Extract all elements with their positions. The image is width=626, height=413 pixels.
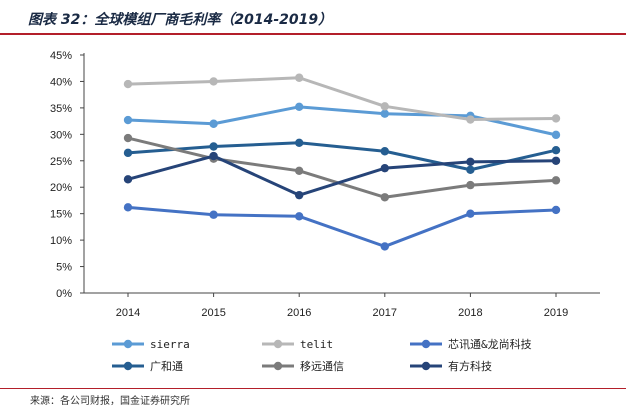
series-line-有方科技 [127, 154, 557, 197]
data-point [209, 151, 218, 161]
x-tick-label: 2014 [116, 307, 140, 319]
series-line-telit [127, 76, 557, 122]
y-tick-label: 40% [50, 76, 72, 88]
data-point [295, 102, 304, 112]
data-point [380, 147, 389, 156]
data-point [551, 114, 561, 123]
series-line-sierra [127, 105, 557, 137]
series-line-芯讯通&龙尚科技 [127, 205, 557, 248]
data-point [466, 157, 475, 167]
data-point [466, 180, 475, 190]
data-point [209, 142, 218, 151]
legend-swatch-marker [123, 339, 133, 349]
data-point [380, 102, 389, 111]
legend-label: 移远通信 [300, 360, 344, 373]
data-point [380, 163, 389, 173]
series-line-广和通 [127, 141, 557, 172]
y-tick-label: 35% [50, 103, 72, 115]
data-point [551, 130, 561, 140]
title-divider [0, 33, 626, 35]
data-point [123, 175, 133, 184]
data-point [295, 166, 304, 176]
legend-label: 广和通 [150, 360, 183, 373]
x-tick-label: 2017 [373, 307, 397, 319]
series-line-移远通信 [127, 136, 557, 199]
chart-series [123, 73, 561, 251]
legend-swatch-marker [273, 361, 283, 371]
y-tick-label: 15% [50, 209, 72, 221]
data-point [295, 212, 304, 221]
data-point [380, 109, 389, 118]
data-point [209, 119, 218, 128]
data-point [551, 156, 561, 165]
data-point [123, 133, 133, 143]
data-point [295, 190, 304, 200]
legend-swatch-marker [273, 339, 283, 349]
y-tick-label: 45% [50, 50, 72, 62]
y-tick-label: 30% [50, 129, 72, 141]
data-point [295, 138, 304, 147]
data-point [380, 193, 389, 202]
data-point [209, 77, 218, 86]
data-point [466, 209, 475, 218]
legend-label: 有方科技 [448, 359, 492, 373]
legend-swatch-marker [421, 339, 431, 349]
y-tick-label: 25% [50, 156, 72, 168]
x-tick-label: 2016 [287, 307, 311, 319]
legend-label: 芯讯通&龙尚科技 [448, 337, 532, 351]
legend-label: telit [300, 338, 333, 351]
y-tick-label: 10% [50, 235, 72, 247]
y-tick-label: 0% [56, 288, 72, 300]
data-point [551, 205, 561, 215]
y-tick-label: 20% [50, 182, 72, 194]
data-point [209, 210, 218, 219]
legend-swatch-marker [421, 361, 431, 371]
y-tick-label: 5% [56, 262, 72, 274]
data-point [123, 148, 133, 158]
x-tick-label: 2015 [201, 307, 225, 319]
data-point [551, 176, 561, 185]
legend-item: 芯讯通&龙尚科技 [410, 337, 532, 351]
page-title: 图表 32：全球模组厂商毛利率（2014-2019） [28, 12, 333, 28]
data-point [466, 115, 475, 124]
legend-item: telit [262, 338, 333, 351]
data-point [466, 165, 475, 174]
data-point [123, 115, 133, 125]
legend-label: sierra [150, 338, 190, 351]
chart-axes: 0% 5% 10% 15% 20% 25% 30% 35% 40% 45% 2014 2015 2016… [50, 50, 600, 319]
data-point [123, 79, 133, 89]
x-tick-label: 2018 [458, 307, 482, 319]
x-tick-label: 2019 [544, 307, 568, 319]
data-point [551, 146, 561, 155]
legend-item: 移远通信 [262, 360, 344, 373]
data-point [380, 242, 389, 251]
source-note: 来源：各公司财报，国金证券研究所 [30, 396, 190, 407]
footer-divider [0, 388, 626, 389]
legend-swatch-marker [123, 361, 133, 371]
legend-item: 广和通 [112, 360, 183, 373]
legend-item: 有方科技 [410, 359, 492, 373]
data-point [295, 73, 304, 82]
legend-item: sierra [112, 338, 190, 351]
data-point [123, 203, 133, 212]
